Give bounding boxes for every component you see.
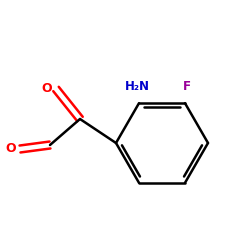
Text: O: O: [42, 82, 52, 96]
Text: H₂N: H₂N: [124, 80, 150, 93]
Text: F: F: [183, 80, 191, 93]
Text: O: O: [6, 142, 16, 156]
